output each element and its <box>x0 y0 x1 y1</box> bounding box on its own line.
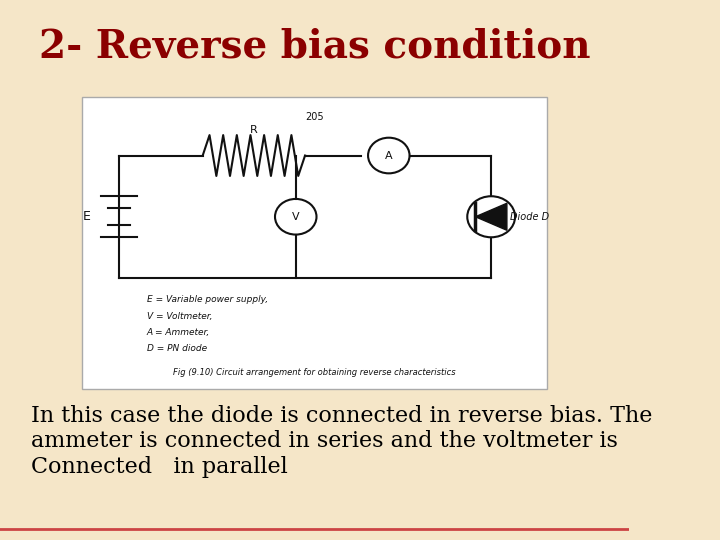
Text: 2- Reverse bias condition: 2- Reverse bias condition <box>39 27 590 65</box>
Text: V = Voltmeter,: V = Voltmeter, <box>147 312 212 321</box>
Circle shape <box>368 138 410 173</box>
Polygon shape <box>475 203 507 230</box>
Text: V: V <box>292 212 300 222</box>
Text: Diode D: Diode D <box>510 212 549 222</box>
Text: Fig (9.10) Circuit arrangement for obtaining reverse characteristics: Fig (9.10) Circuit arrangement for obtai… <box>173 368 456 377</box>
Text: A = Ammeter,: A = Ammeter, <box>147 328 210 337</box>
Circle shape <box>467 196 515 237</box>
Text: E: E <box>83 210 90 223</box>
Text: E = Variable power supply,: E = Variable power supply, <box>147 295 268 305</box>
Text: In this case the diode is connected in reverse bias. The
ammeter is connected in: In this case the diode is connected in r… <box>32 405 653 478</box>
Circle shape <box>275 199 317 234</box>
Text: A: A <box>385 151 392 160</box>
Text: D = PN diode: D = PN diode <box>147 344 207 353</box>
Text: 205: 205 <box>305 112 324 122</box>
FancyBboxPatch shape <box>82 97 547 389</box>
Text: R: R <box>250 125 258 135</box>
